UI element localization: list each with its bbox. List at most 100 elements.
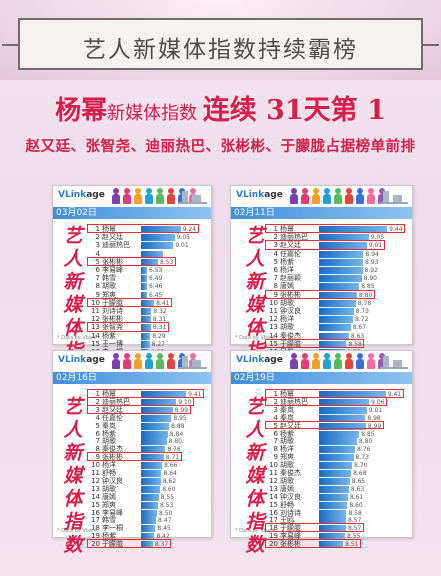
- row-bar: [319, 485, 349, 493]
- row-rank: 8: [95, 445, 100, 454]
- row-value: 8.94: [365, 250, 379, 258]
- row-value: 8.55: [347, 533, 361, 541]
- vertical-label-char: 新: [245, 271, 265, 293]
- highlight-box: [87, 539, 171, 548]
- row-rank: 15: [269, 339, 278, 348]
- vertical-label-char: 体: [63, 488, 83, 510]
- row-name: 于朦胧: [280, 339, 301, 348]
- ranking-row: 9 郑爽 6.45: [89, 291, 207, 300]
- row-bar: [141, 477, 161, 485]
- ranking-row: 10 胡歌 8.78: [267, 299, 408, 308]
- row-value: 6.46: [149, 283, 163, 291]
- row-bar: [319, 477, 350, 485]
- ranking-row: 10 杨洋 8.66: [89, 461, 207, 470]
- row-name: 赵丽颖: [280, 274, 301, 283]
- row-bar: [141, 541, 153, 549]
- row-value: 8.62: [162, 477, 177, 485]
- person-icon: [377, 353, 386, 371]
- row-rank: 3: [95, 241, 100, 250]
- ranking-row: 3 秦岚 9.01: [267, 406, 408, 415]
- highlight-box: [265, 539, 362, 548]
- row-name: 舒畅: [280, 500, 294, 509]
- ranking-row: 7 胡歌 8.80: [89, 437, 207, 446]
- row-bar: [319, 324, 351, 332]
- row-bar: [141, 462, 163, 470]
- ranking-row: 13 胡歌 8.60: [89, 485, 207, 494]
- row-value: 6.53: [149, 267, 163, 274]
- row-bar: [319, 446, 355, 454]
- row-rank: 8: [95, 282, 100, 291]
- person-icon: [322, 188, 331, 206]
- row-bar: [141, 250, 164, 258]
- row-name: 赵又廷: [280, 421, 301, 430]
- row-value: 8.55: [160, 493, 174, 501]
- row-bar: [319, 430, 360, 438]
- card-date: 02月16日: [56, 373, 97, 383]
- ranking-row: 17 王鸥 8.57: [267, 516, 408, 525]
- row-rank: 2: [95, 397, 100, 406]
- row-name: 胡歌: [102, 437, 116, 446]
- row-name: 胡歌: [102, 282, 116, 291]
- row-name: 韩雪: [102, 516, 116, 525]
- card-footnote: * Data by Vbank: [235, 528, 277, 534]
- ranking-row: 8 胡歌 6.46: [89, 282, 207, 291]
- row-rank: 17: [91, 516, 100, 525]
- row-name: 迪丽热巴: [280, 233, 308, 242]
- skyline-icon: [380, 355, 408, 369]
- highlight-box: [265, 523, 364, 533]
- row-bar: [141, 340, 150, 348]
- ranking-row: 13 胡歌 8.67: [267, 323, 408, 332]
- row-rank: 11: [269, 469, 278, 477]
- row-rank: 4: [95, 413, 100, 422]
- card-header: VLinkage: [53, 186, 211, 206]
- row-bar: [319, 316, 354, 324]
- logo-text-b: age: [86, 355, 105, 365]
- vertical-label-char: 艺: [63, 396, 83, 418]
- row-rank: 13: [91, 484, 100, 493]
- person-icon: [344, 188, 353, 206]
- row-rank: 11: [91, 307, 100, 315]
- row-bar: [319, 398, 370, 406]
- row-value: 8.57: [347, 517, 362, 525]
- row-name: 唐嫣: [280, 484, 294, 493]
- row-name: 迪丽热巴: [280, 397, 308, 406]
- row-name: 秦岚: [102, 421, 116, 430]
- row-value: 9.05: [176, 234, 190, 242]
- ranking-row: 8 秦俊杰 8.76: [89, 445, 207, 454]
- row-bar: [319, 283, 360, 291]
- date-bar: 02月16日: [53, 372, 211, 384]
- row-bar: [319, 414, 366, 422]
- row-bar: [319, 234, 369, 242]
- row-bar: [319, 291, 357, 299]
- people-icons: [289, 188, 386, 206]
- row-bar: [319, 501, 348, 509]
- headline-mid: 新媒体指数: [107, 103, 198, 124]
- ranking-row: 20 于朦胧 8.37: [89, 540, 207, 549]
- row-value: 8.63: [350, 485, 365, 493]
- ranking-row: 13 唐嫣 8.63: [267, 485, 408, 494]
- ranking-row: 7 胡歌 8.80: [267, 437, 408, 446]
- person-icon: [144, 353, 153, 371]
- row-bar: [141, 509, 157, 517]
- row-value: 9.44: [389, 226, 403, 233]
- row-name: 于朦胧: [102, 540, 123, 549]
- row-value: 8.72: [355, 316, 369, 324]
- row-value: 8.64: [163, 470, 177, 477]
- people-icons: [289, 353, 386, 371]
- row-rank: 9: [273, 453, 278, 462]
- vertical-label: 艺人新媒体指数: [240, 396, 270, 557]
- row-bar: [141, 391, 187, 398]
- row-name: 杨洋: [280, 445, 294, 454]
- row-value: 8.80: [358, 291, 373, 299]
- row-name: 杨洋: [102, 461, 116, 470]
- row-name: 赵又廷: [102, 233, 123, 242]
- highlight-box: [265, 289, 375, 299]
- row-rank: 10: [91, 298, 100, 307]
- row-rank: 6: [95, 429, 100, 438]
- person-icon: [155, 353, 164, 371]
- row-value: 8.53: [159, 258, 174, 266]
- headline-name: 杨幂: [55, 96, 108, 126]
- logo-text-a: VLink: [236, 355, 265, 365]
- ranking-row: 16 刘诗诗 8.58: [267, 509, 408, 518]
- ranking-row: 18 李一桐 8.45: [89, 524, 207, 533]
